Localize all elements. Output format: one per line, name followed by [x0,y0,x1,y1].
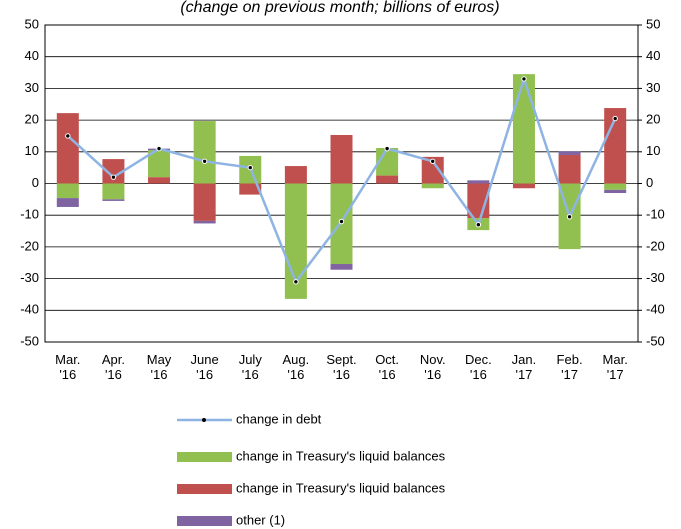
bar [558,151,581,155]
bar [376,147,399,176]
bar [421,183,444,189]
y2-tick-label: 10 [646,143,660,158]
legend-label: change in Treasury's liquid balances [236,480,446,495]
bar [56,113,79,184]
chart-title: (change on previous month; billions of e… [180,0,499,16]
line-marker [521,76,527,82]
x-tick-label: July '16 [238,352,262,382]
legend-swatch [177,484,232,494]
x-tick-label: Mar. '16 [55,352,81,382]
y-tick-label: -20 [20,238,39,253]
bar [193,183,216,221]
line-marker [430,158,436,165]
bar [148,177,171,184]
y2-tick-label: 30 [646,80,660,95]
legend-swatch [177,452,232,462]
x-tick-label: Sept. '16 [326,352,357,382]
bar [604,108,627,184]
y2-tick-label: 50 [646,16,660,31]
y2-tick-label: 40 [646,48,660,63]
bar [193,121,216,184]
line-marker [384,145,390,152]
y-tick-label: -50 [20,333,39,348]
y-tick-label: 30 [25,80,39,95]
legend-marker [202,418,206,422]
bar [56,183,79,199]
line-marker [612,115,618,122]
x-tick-label: May '16 [146,352,172,382]
x-tick-label: Oct. '16 [375,352,400,382]
legend-label: other (1) [236,512,285,527]
legend-swatch [177,516,232,526]
bar [102,199,125,201]
bar [376,175,399,184]
line-marker [65,133,71,139]
line-marker [110,174,117,180]
line-marker [201,158,208,165]
line-marker [293,279,299,285]
bar [330,264,353,270]
y2-tick-label: -50 [646,333,665,348]
y-tick-label: 0 [32,175,39,190]
bar [467,180,490,184]
bar [193,220,216,224]
y-tick-label: 20 [25,112,39,127]
x-tick-label: June '16 [190,352,219,382]
y2-tick-label: -30 [646,270,665,285]
line-marker [475,222,482,228]
bar [284,166,307,184]
bar [604,183,627,190]
line-marker [338,218,345,225]
y-tick-label: 40 [25,48,39,63]
x-tick-label: Aug. '16 [282,352,310,382]
y-tick-label: -10 [20,207,39,222]
y2-tick-label: 0 [646,175,653,190]
line-marker [247,164,253,171]
y2-tick-label: -40 [646,302,665,317]
x-tick-label: Feb. '17 [556,352,583,382]
bar [421,156,444,184]
legend-label: change in debt [236,411,322,426]
x-tick-label: Jan. '17 [511,352,537,382]
x-tick-label: Nov. '16 [419,352,446,382]
bar [148,150,171,178]
y-tick-label: 50 [25,16,39,31]
y2-tick-label: 20 [646,112,660,127]
line-marker [566,214,573,220]
legend-label: change in Treasury's liquid balances [236,448,446,463]
bar [604,189,627,194]
y-tick-label: -30 [20,270,39,285]
line-marker [156,145,162,152]
bar [558,154,581,184]
x-tick-label: Dec. '16 [464,352,492,382]
y-tick-label: -40 [20,302,39,317]
bar [239,183,262,195]
x-tick-label: Apr. '16 [101,352,125,382]
y2-tick-label: -10 [646,207,665,222]
y2-tick-label: -20 [646,238,665,253]
bar [102,183,125,200]
x-tick-label: Mar. '17 [602,352,628,382]
bar [102,159,125,184]
bar [56,198,79,207]
bar [330,134,353,184]
y-tick-label: 10 [25,143,39,158]
bar [512,183,535,189]
bar [512,74,535,184]
